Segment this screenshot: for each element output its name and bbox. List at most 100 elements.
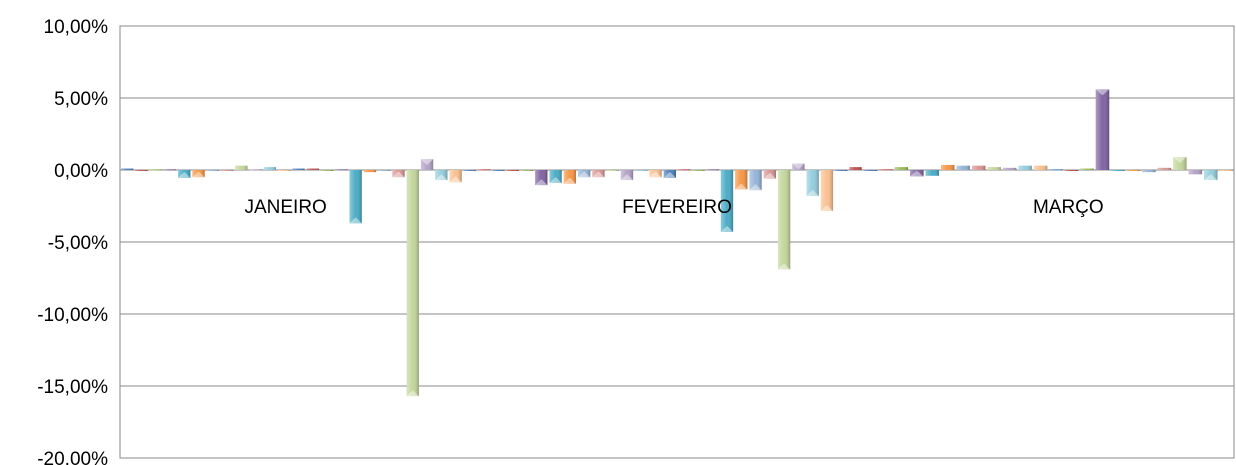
- bar-bevel: [178, 171, 191, 178]
- bar-shading: [1204, 170, 1218, 181]
- bar-shading: [1080, 168, 1094, 170]
- bar: [820, 170, 834, 212]
- bar: [720, 170, 734, 232]
- bar-shading: [306, 168, 319, 170]
- bar-bevel: [420, 159, 434, 166]
- bar: [378, 170, 391, 171]
- bar-shading: [149, 169, 162, 171]
- bar-shading: [1157, 167, 1172, 170]
- bar: [663, 170, 676, 178]
- bar: [956, 165, 970, 170]
- bar-shading: [563, 170, 577, 184]
- bar-shading: [792, 163, 805, 170]
- category-label: FEVEREIRO: [622, 197, 732, 218]
- bar-bevel: [735, 183, 748, 190]
- bar-shading: [971, 165, 986, 170]
- bar-shading: [879, 169, 893, 171]
- bar: [406, 170, 419, 397]
- bar-shading: [1018, 165, 1032, 170]
- y-tick-label: -15,00%: [37, 377, 108, 398]
- bar-shading: [492, 170, 505, 171]
- bar: [578, 170, 591, 178]
- bar-shading: [378, 170, 391, 171]
- bar-shading: [678, 169, 691, 171]
- category-labels: JANEIRO FEVEREIRO MARÇO: [244, 197, 1103, 218]
- bar-shading: [235, 165, 248, 170]
- bar: [706, 169, 719, 171]
- bar-shading: [1142, 170, 1156, 173]
- bar: [1080, 168, 1094, 170]
- bar: [1095, 89, 1110, 170]
- bar-shading: [178, 170, 191, 178]
- bar-shading: [1033, 165, 1048, 170]
- bar-bevel: [563, 177, 577, 184]
- bar: [1049, 169, 1063, 171]
- bar: [535, 170, 548, 186]
- bar-shading: [449, 170, 462, 183]
- bar: [263, 167, 277, 170]
- bar: [835, 170, 848, 171]
- bar-bevel: [749, 184, 762, 191]
- bar: [763, 170, 776, 179]
- bar-shading: [349, 170, 362, 224]
- bar: [620, 170, 634, 181]
- bar-shading: [863, 170, 878, 171]
- bar-shading: [763, 170, 776, 179]
- bar-bevel: [1204, 174, 1218, 181]
- bar: [463, 170, 477, 171]
- bar: [320, 170, 334, 171]
- bar: [178, 170, 191, 178]
- bar: [987, 167, 1001, 170]
- bar-shading: [635, 170, 648, 171]
- bar: [849, 167, 862, 170]
- bar-shading: [1095, 89, 1110, 170]
- bar-shading: [249, 169, 262, 171]
- bar: [392, 170, 405, 178]
- y-tick-label: -10,00%: [37, 305, 108, 326]
- bar: [1126, 170, 1141, 171]
- bar-shading: [910, 170, 924, 177]
- bar-bevel: [663, 171, 676, 178]
- bar-shading: [777, 170, 791, 270]
- bar-bevel: [535, 179, 548, 186]
- bar: [1142, 170, 1156, 173]
- bar-shading: [163, 169, 177, 171]
- bar-bevel: [549, 176, 562, 183]
- bar-shading: [1064, 170, 1079, 171]
- bar-shading: [735, 170, 748, 190]
- y-tick-label: -20,00%: [37, 449, 108, 465]
- bar: [249, 169, 262, 171]
- bar-shading: [578, 170, 591, 178]
- bar-bevel: [406, 390, 419, 397]
- bar-shading: [1188, 170, 1203, 175]
- bar: [910, 170, 924, 177]
- bar: [449, 170, 462, 183]
- bar-shading: [849, 167, 862, 170]
- bar: [792, 163, 805, 170]
- bar: [1219, 170, 1233, 171]
- bar-shading: [941, 164, 955, 170]
- bar: [735, 170, 748, 190]
- bar-shading: [278, 170, 291, 171]
- bar-bevel: [649, 171, 662, 178]
- bar: [520, 170, 534, 171]
- bar: [606, 170, 619, 171]
- bar: [777, 170, 791, 270]
- bar-shading: [692, 170, 705, 171]
- bar: [349, 170, 362, 224]
- bar: [292, 168, 305, 170]
- bar-shading: [392, 170, 405, 178]
- bar-shading: [192, 170, 205, 178]
- bar-shading: [820, 170, 834, 212]
- bar-shading: [263, 167, 277, 170]
- bar-shading: [506, 170, 519, 171]
- bar: [1064, 170, 1079, 171]
- bar: [121, 168, 134, 170]
- bar: [420, 159, 434, 170]
- bar-bevel: [777, 263, 791, 270]
- bar: [1018, 165, 1032, 170]
- bar: [678, 169, 691, 171]
- y-tick-label: -5,00%: [48, 233, 108, 254]
- bar-shading: [1049, 169, 1063, 171]
